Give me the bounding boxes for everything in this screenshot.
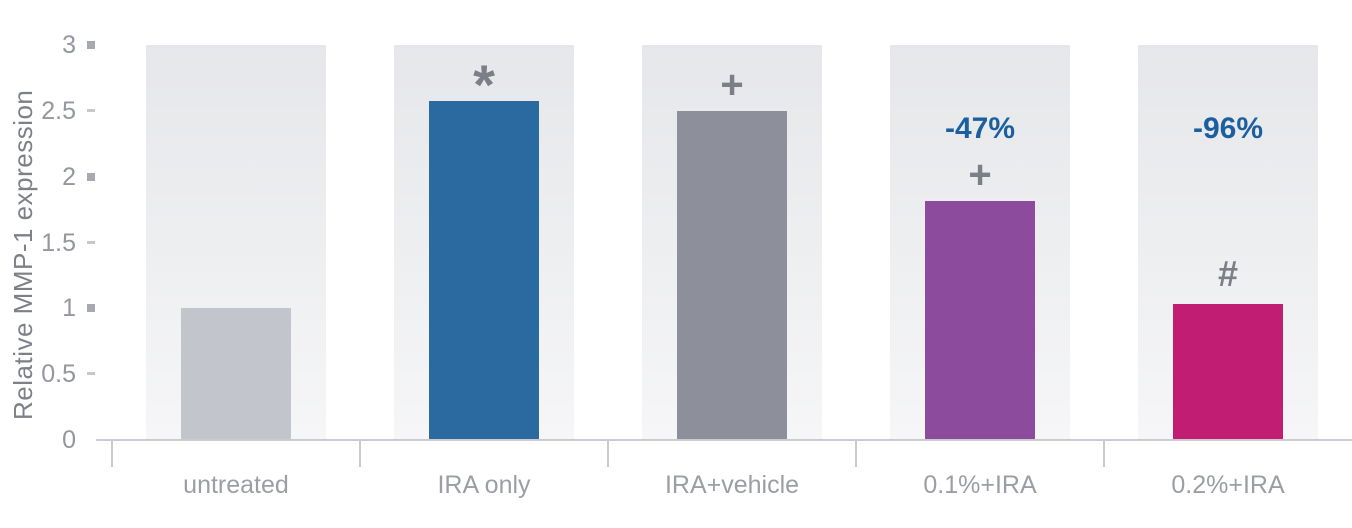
y-tick-mark bbox=[87, 372, 95, 375]
bar-0-1-pct-ira bbox=[925, 201, 1035, 439]
significance-symbol-plus: + bbox=[720, 63, 744, 107]
y-tick-mark bbox=[87, 41, 95, 49]
x-axis-tick bbox=[359, 441, 361, 467]
y-tick-label-1-5: 1.5 bbox=[41, 229, 76, 257]
x-axis-tick bbox=[855, 441, 857, 467]
significance-symbol-hash: # bbox=[1217, 253, 1239, 294]
x-axis-tick bbox=[1103, 441, 1105, 467]
bar-0-2-pct-ira bbox=[1173, 304, 1283, 439]
bar-group-ira-vehicle: + IRA+vehicle bbox=[608, 0, 856, 528]
bar-untreated bbox=[181, 308, 291, 439]
x-category-label: IRA only bbox=[437, 471, 531, 499]
y-tick-mark bbox=[87, 173, 95, 181]
percent-change-label: -47% bbox=[944, 112, 1016, 145]
y-tick-label-1: 1 bbox=[62, 294, 76, 322]
x-axis-line bbox=[96, 439, 1352, 441]
y-tick-label-0: 0 bbox=[62, 426, 76, 454]
x-axis-tick bbox=[607, 441, 609, 467]
x-category-label: 0.2%+IRA bbox=[1171, 471, 1285, 499]
y-tick-mark bbox=[87, 304, 95, 312]
bar-ira-vehicle bbox=[677, 111, 787, 439]
bar-group-0-2-pct-ira: -96% # 0.2%+IRA bbox=[1104, 0, 1352, 528]
y-tick-mark bbox=[87, 109, 95, 112]
bar-ira-only bbox=[429, 101, 539, 439]
y-tick-label-0-5: 0.5 bbox=[41, 360, 76, 388]
bar-group-untreated: untreated bbox=[112, 0, 360, 528]
x-category-label: IRA+vehicle bbox=[664, 471, 800, 499]
percent-change-label: -96% bbox=[1192, 112, 1264, 145]
x-axis-tick bbox=[111, 441, 113, 467]
significance-symbol-asterisk: * bbox=[473, 53, 495, 116]
significance-symbol-plus: + bbox=[968, 153, 992, 197]
x-category-label: untreated bbox=[183, 471, 289, 499]
y-tick-mark bbox=[87, 241, 95, 244]
y-tick-label-3: 3 bbox=[62, 31, 76, 59]
x-category-label: 0.1%+IRA bbox=[923, 471, 1037, 499]
bar-group-ira-only: * IRA only bbox=[360, 0, 608, 528]
bar-group-0-1-pct-ira: -47% + 0.1%+IRA bbox=[856, 0, 1104, 528]
y-tick-label-2-5: 2.5 bbox=[41, 97, 76, 125]
y-tick-label-2: 2 bbox=[62, 163, 76, 191]
